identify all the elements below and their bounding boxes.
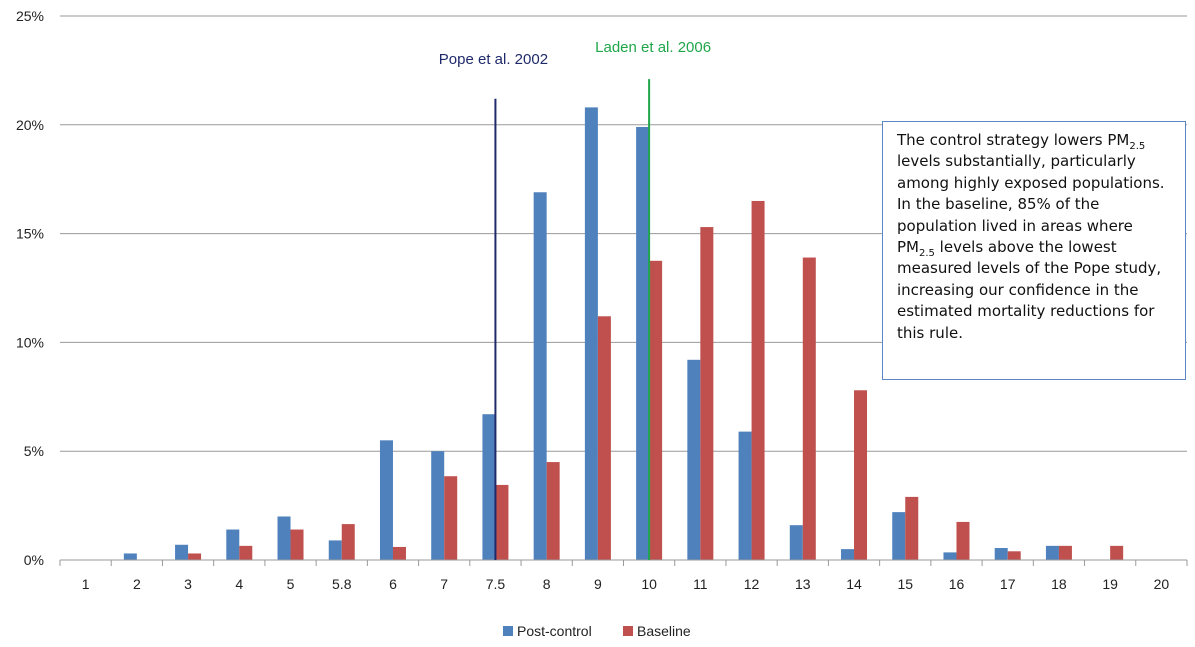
bar-post-control-13 — [789, 525, 803, 560]
y-axis-tick-labels: 0% 5% 10% 15% 20% 25% — [16, 8, 44, 568]
x-tick-label: 17 — [1000, 576, 1016, 592]
bar-baseline-12 — [751, 200, 765, 560]
x-tick-label: 8 — [543, 576, 551, 592]
y-tick-label: 5% — [24, 443, 44, 459]
bar-post-control-17 — [994, 548, 1008, 560]
bar-post-control-8 — [533, 192, 547, 561]
bar-post-control-9 — [584, 107, 598, 560]
annotation-textbox: The control strategy lowers PM2.5 levels… — [882, 121, 1186, 380]
y-tick-label: 25% — [16, 8, 44, 24]
x-tick-label: 7 — [440, 576, 448, 592]
y-tick-label: 15% — [16, 226, 44, 242]
bar-baseline-14 — [854, 390, 868, 560]
x-tick-label: 14 — [846, 576, 862, 592]
x-tick-label: 12 — [744, 576, 760, 592]
annotation-subscript-2: 2.5 — [919, 248, 935, 260]
x-tick-label: 5 — [287, 576, 295, 592]
x-tick-label: 15 — [897, 576, 913, 592]
reference-lines: Pope et al. 2002 Laden et al. 2006 — [439, 39, 711, 560]
bar-post-control-5 — [277, 516, 291, 560]
legend: Post-control Baseline — [503, 623, 691, 639]
x-tick-label: 3 — [184, 576, 192, 592]
bars — [123, 107, 1124, 561]
legend-swatch — [623, 626, 633, 636]
bar-post-control-15 — [892, 512, 906, 560]
bar-baseline-4 — [239, 545, 253, 560]
x-tick-label: 7.5 — [486, 576, 506, 592]
bar-baseline-9 — [597, 316, 611, 560]
bar-baseline-8 — [546, 462, 560, 560]
bar-baseline-3 — [188, 553, 202, 560]
bar-baseline-17 — [1007, 551, 1021, 560]
x-tick-label: 2 — [133, 576, 141, 592]
x-tick-label: 11 — [693, 576, 708, 592]
x-tick-label: 13 — [795, 576, 811, 592]
legend-swatch — [503, 626, 513, 636]
y-tick-label: 0% — [24, 552, 44, 568]
x-tick-label: 19 — [1102, 576, 1118, 592]
x-tick-label: 16 — [949, 576, 965, 592]
bar-baseline-10 — [649, 260, 663, 560]
bar-post-control-12 — [738, 431, 752, 560]
reference-line-label: Pope et al. 2002 — [439, 51, 548, 68]
y-tick-label: 10% — [16, 334, 44, 350]
x-tick-label: 4 — [235, 576, 243, 592]
annotation-text-1: The control strategy lowers PM — [897, 131, 1130, 149]
bar-baseline-13 — [802, 257, 816, 560]
reference-line-label: Laden et al. 2006 — [595, 39, 711, 56]
bar-baseline-19 — [1110, 545, 1124, 560]
bar-post-control-3 — [175, 544, 189, 560]
y-tick-label: 20% — [16, 117, 44, 133]
bar-baseline-7 — [444, 476, 458, 560]
bar-post-control-4 — [226, 529, 240, 560]
annotation-subscript-1: 2.5 — [1129, 141, 1146, 152]
legend-label: Baseline — [637, 623, 691, 639]
bar-post-control-5.8 — [328, 540, 342, 560]
x-tick-label: 1 — [82, 576, 90, 592]
bar-post-control-14 — [841, 549, 855, 560]
bar-baseline-7.5 — [495, 484, 509, 560]
bar-baseline-15 — [905, 496, 919, 560]
annotation-text-2: levels substantially, particularly among… — [897, 152, 1165, 257]
bar-post-control-6 — [379, 440, 393, 560]
bar-post-control-2 — [123, 553, 137, 560]
bar-post-control-7.5 — [482, 414, 496, 560]
bar-post-control-16 — [943, 552, 957, 560]
x-axis: 1 2 3 4 5 5.8 6 7 7.5 8 9 10 11 12 13 14 15 16 17 18 19 20 — [59, 559, 1188, 592]
legend-label: Post-control — [517, 623, 592, 639]
annotation-text-3: levels above the lowest measured levels … — [897, 238, 1162, 342]
bar-post-control-10 — [636, 126, 650, 560]
x-tick-label: 9 — [594, 576, 602, 592]
bar-baseline-11 — [700, 227, 714, 560]
bar-baseline-6 — [392, 546, 406, 560]
x-tick-label: 5.8 — [332, 576, 352, 592]
x-tick-label: 10 — [641, 576, 657, 592]
bar-post-control-18 — [1045, 545, 1059, 560]
x-tick-label: 20 — [1154, 576, 1170, 592]
x-tick-label: 18 — [1051, 576, 1067, 592]
bar-baseline-16 — [956, 521, 970, 560]
bar-baseline-5.8 — [341, 524, 355, 560]
bar-post-control-11 — [687, 359, 701, 560]
bar-baseline-5 — [290, 529, 304, 560]
bar-baseline-18 — [1058, 545, 1072, 560]
bar-post-control-7 — [431, 451, 445, 560]
x-tick-label: 6 — [389, 576, 397, 592]
